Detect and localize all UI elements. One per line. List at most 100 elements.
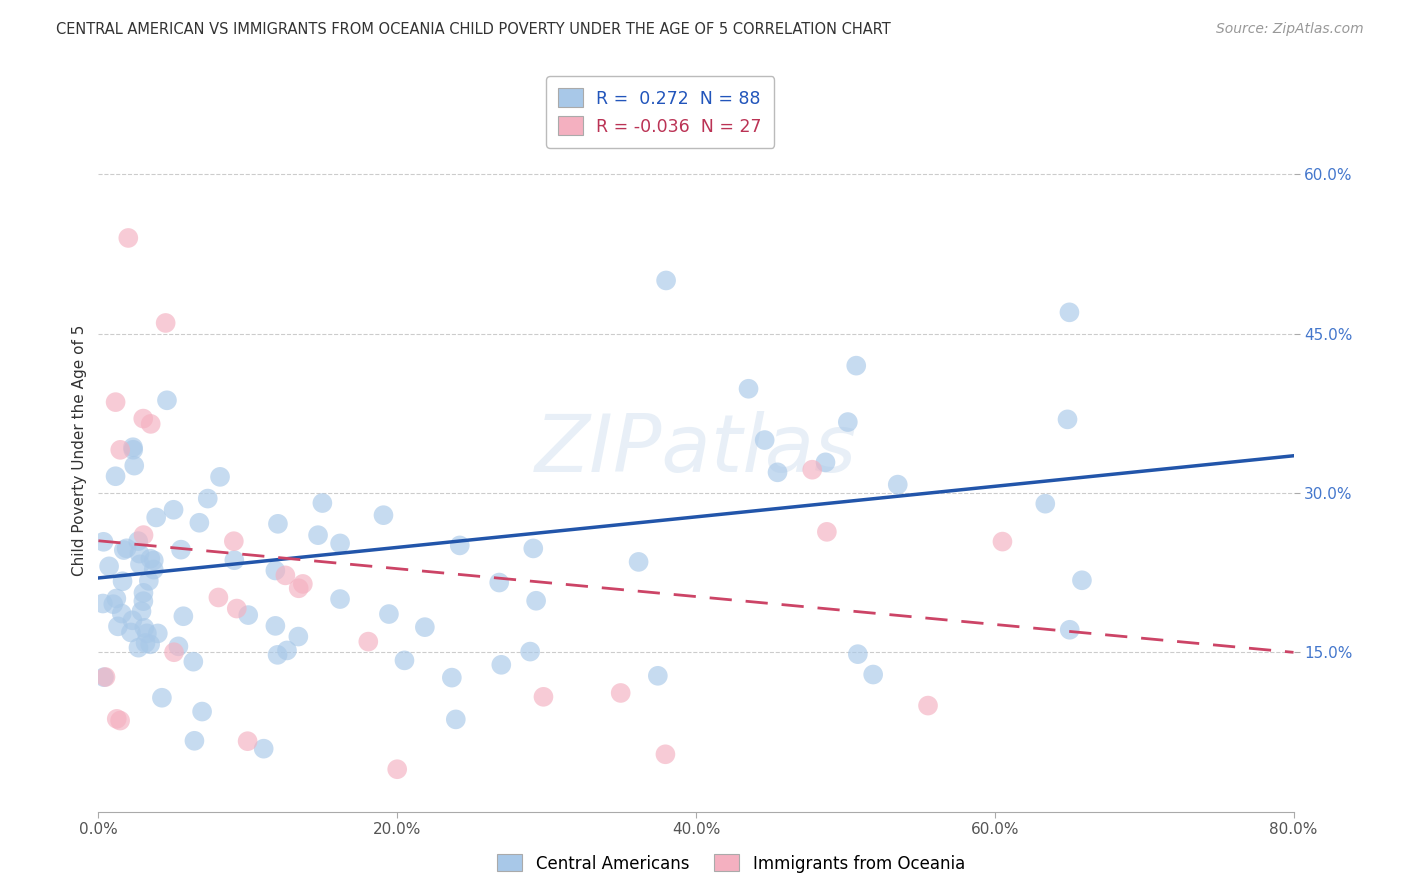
- Point: [287, 630, 309, 644]
- Point: [150, 690, 173, 705]
- Point: [112, 543, 135, 558]
- Point: [519, 644, 541, 658]
- Text: ZIPatlas: ZIPatlas: [534, 411, 858, 490]
- Point: [225, 601, 247, 615]
- Point: [846, 647, 869, 661]
- Point: [155, 316, 177, 330]
- Point: [121, 613, 143, 627]
- Point: [522, 541, 544, 556]
- Point: [491, 657, 513, 672]
- Point: [329, 536, 352, 550]
- Point: [754, 433, 776, 447]
- Point: [413, 620, 436, 634]
- Legend: R =  0.272  N = 88, R = -0.036  N = 27: R = 0.272 N = 88, R = -0.036 N = 27: [546, 76, 775, 148]
- Point: [93, 670, 115, 684]
- Point: [814, 455, 837, 469]
- Point: [274, 568, 297, 582]
- Point: [122, 440, 145, 454]
- Point: [120, 625, 142, 640]
- Point: [122, 442, 145, 457]
- Point: [887, 477, 910, 491]
- Point: [524, 593, 547, 607]
- Point: [142, 563, 165, 577]
- Point: [222, 534, 245, 549]
- Point: [357, 634, 380, 648]
- Point: [1059, 623, 1081, 637]
- Point: [163, 645, 186, 659]
- Point: [142, 553, 165, 567]
- Point: [488, 575, 510, 590]
- Point: [267, 516, 290, 531]
- Point: [111, 574, 134, 589]
- Legend: Central Americans, Immigrants from Oceania: Central Americans, Immigrants from Ocean…: [491, 847, 972, 880]
- Point: [264, 619, 287, 633]
- Point: [385, 762, 409, 776]
- Point: [917, 698, 939, 713]
- Point: [139, 637, 162, 651]
- Point: [449, 538, 471, 552]
- Point: [291, 577, 314, 591]
- Point: [91, 597, 114, 611]
- Point: [117, 231, 139, 245]
- Point: [93, 534, 115, 549]
- Point: [191, 705, 214, 719]
- Point: [307, 528, 329, 542]
- Point: [311, 496, 333, 510]
- Point: [287, 582, 309, 596]
- Point: [647, 669, 669, 683]
- Point: [129, 558, 152, 572]
- Point: [127, 640, 149, 655]
- Point: [815, 524, 838, 539]
- Point: [236, 734, 259, 748]
- Point: [111, 607, 134, 621]
- Point: [609, 686, 631, 700]
- Point: [224, 553, 246, 567]
- Point: [105, 712, 128, 726]
- Point: [127, 534, 149, 549]
- Point: [444, 712, 467, 726]
- Point: [132, 411, 155, 425]
- Point: [145, 510, 167, 524]
- Point: [373, 508, 395, 523]
- Point: [135, 626, 157, 640]
- Point: [132, 594, 155, 608]
- Point: [207, 591, 229, 605]
- Point: [329, 592, 352, 607]
- Point: [170, 542, 193, 557]
- Point: [162, 502, 184, 516]
- Point: [115, 541, 138, 556]
- Point: [108, 714, 131, 728]
- Point: [172, 609, 194, 624]
- Point: [188, 516, 211, 530]
- Point: [167, 640, 190, 654]
- Point: [737, 382, 759, 396]
- Point: [264, 564, 287, 578]
- Point: [266, 648, 288, 662]
- Point: [139, 551, 162, 566]
- Point: [394, 653, 416, 667]
- Point: [533, 690, 555, 704]
- Point: [156, 393, 179, 408]
- Point: [1071, 574, 1094, 588]
- Point: [110, 442, 132, 457]
- Point: [132, 528, 155, 542]
- Point: [801, 463, 824, 477]
- Point: [654, 747, 676, 762]
- Point: [766, 466, 789, 480]
- Point: [209, 470, 232, 484]
- Point: [1059, 305, 1081, 319]
- Point: [139, 417, 162, 431]
- Point: [128, 547, 150, 561]
- Point: [197, 491, 219, 506]
- Point: [862, 667, 884, 681]
- Point: [440, 671, 463, 685]
- Point: [138, 574, 160, 588]
- Point: [991, 534, 1014, 549]
- Point: [105, 591, 128, 606]
- Point: [1056, 412, 1078, 426]
- Point: [276, 643, 298, 657]
- Point: [103, 597, 125, 611]
- Point: [94, 670, 117, 684]
- Y-axis label: Child Poverty Under the Age of 5: Child Poverty Under the Age of 5: [72, 325, 87, 576]
- Point: [104, 469, 127, 483]
